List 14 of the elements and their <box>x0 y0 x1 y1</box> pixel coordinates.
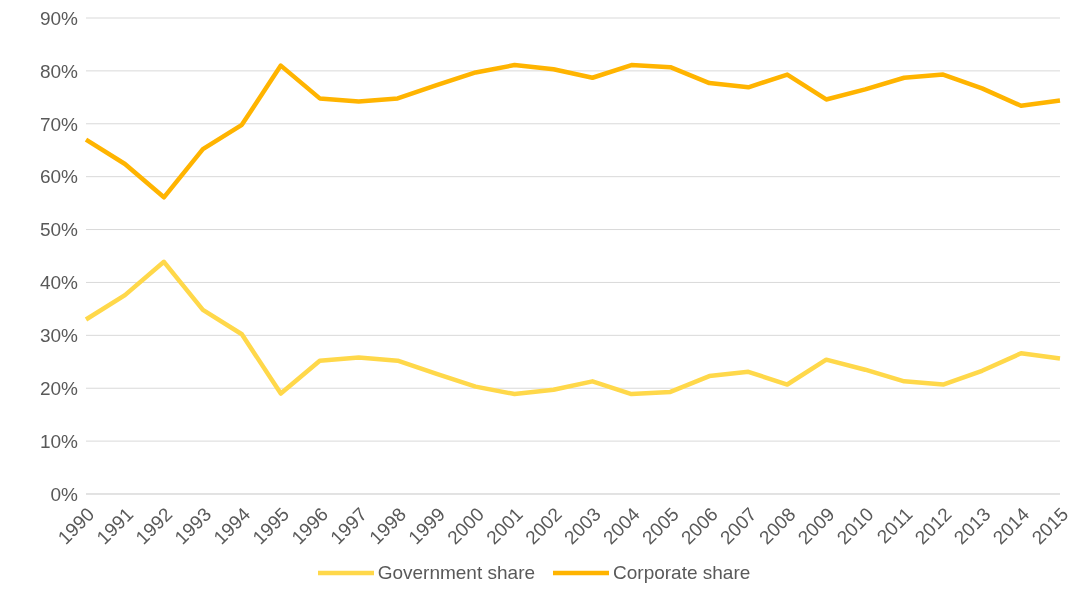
y-tick-label: 30% <box>39 325 79 347</box>
line-series <box>83 62 1063 200</box>
legend-label: Corporate share <box>612 562 751 584</box>
y-tick-label: 70% <box>39 113 79 135</box>
y-tick-label: 20% <box>39 377 79 399</box>
y-tick-label: 90% <box>39 7 79 29</box>
y-tick-label: 0% <box>50 483 79 505</box>
y-tick-label: 40% <box>39 272 79 294</box>
legend-label: Government share <box>376 562 536 584</box>
y-tick-label: 60% <box>39 166 79 188</box>
y-tick-label: 80% <box>39 60 79 82</box>
line-series <box>83 259 1063 397</box>
y-tick-label: 50% <box>39 219 79 241</box>
y-tick-label: 10% <box>39 430 79 452</box>
